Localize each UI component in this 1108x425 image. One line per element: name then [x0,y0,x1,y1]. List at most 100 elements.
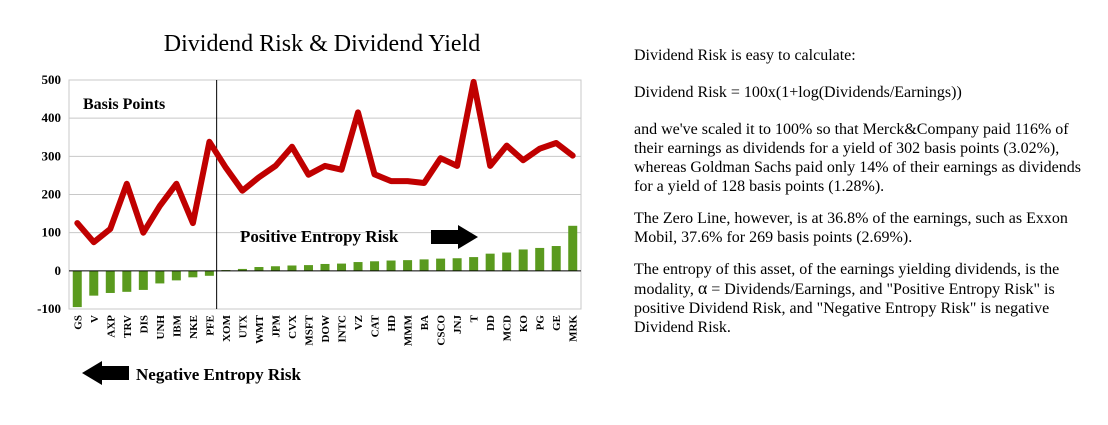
bar-axp [105,270,115,293]
bar-pg [535,247,545,271]
y-tick-label: 400 [42,110,62,125]
bar-utx [237,268,247,271]
x-tick-label: INTC [337,315,349,343]
right-arrow-icon [431,225,478,249]
x-tick-label: CAT [370,314,382,337]
yield-point-t [471,79,476,84]
chart-title: Dividend Risk & Dividend Yield [164,31,480,57]
x-tick-label: MMM [403,314,415,346]
alpha-symbol: α [697,278,708,298]
yield-point-dd [488,163,493,168]
yield-point-intc [339,167,344,172]
yield-point-ibm [174,181,179,186]
y-tick-label: 100 [42,225,62,240]
bar-cvx [287,265,297,271]
explanation-formula: Dividend Risk = 100x(1+log(Dividends/Ear… [634,84,962,101]
x-tick-label: DOW [320,315,332,343]
yield-line-series [74,78,576,246]
negative-entropy-label: Negative Entropy Risk [136,365,302,384]
bar-hd [386,260,396,271]
yield-point-csco [438,156,443,161]
bar-unh [155,270,165,284]
bar-t [469,257,479,271]
axis-layer [69,80,581,309]
label-layer: -100 0 100 200 300 400 500 GS V AXP TRV DIS UNH IBM NK… [37,72,580,346]
yield-point-gs [75,221,80,226]
x-tick-label: PFE [204,315,216,336]
yield-point-cat [372,172,377,177]
yield-point-msft [306,172,311,177]
yield-point-ge [554,140,559,145]
bar-intc [337,263,347,271]
bar-mrk [568,225,578,271]
yield-point-cvx [289,144,294,149]
x-tick-label: DD [485,315,497,331]
bar-jnj [452,258,462,271]
x-tick-label: DIS [138,315,150,333]
y-tick-label: -100 [37,301,61,316]
yield-point-xom [223,165,228,170]
x-tick-label: UNH [155,315,167,340]
y-tick-label: 300 [42,148,62,163]
yield-point-utx [240,188,245,193]
x-tick-label: VZ [353,315,365,330]
yield-point-dow [323,163,327,168]
x-tick-label: IBM [171,314,183,337]
bar-dd [485,253,495,271]
dividend-chart: Dividend Risk & Dividend Yield -100 0 100 2… [37,31,582,385]
bar-ko [518,249,528,271]
yield-point-pfe [207,139,212,144]
bar-jpm [270,266,280,271]
positive-entropy-label: Positive Entropy Risk [240,227,399,246]
bar-v [89,270,99,296]
bar-dow [320,263,330,271]
explanation-entropy: The entropy of this asset, of the earnin… [634,260,1094,337]
y-tick-label: 200 [42,187,62,202]
bar-ba [419,259,429,271]
explanation-entropy-a: The entropy of this asset, of the earnin… [634,261,1060,298]
bar-msft [303,265,313,271]
bar-mcd [502,252,512,271]
bar-ge [551,246,561,271]
bar-mmm [403,260,413,271]
x-tick-label: NKE [188,315,200,339]
x-tick-label: CVX [287,315,299,339]
yield-point-jpm [273,163,278,168]
yield-point-vz [356,110,361,115]
left-arrow-icon [82,361,129,385]
x-tick-label: MCD [502,315,514,341]
x-tick-label: JNJ [452,315,464,334]
x-tick-label: CSCO [436,315,448,346]
x-tick-label: MRK [568,315,580,342]
x-tick-label: BA [419,315,431,330]
x-tick-label: UTX [237,315,249,338]
yield-point-wmt [256,175,261,180]
bar-ibm [171,270,181,281]
x-tick-label: V [89,315,101,323]
y-tick-label: 0 [55,263,62,278]
bar-vz [353,262,363,271]
yield-point-ko [521,158,526,163]
x-tick-label: AXP [105,315,117,338]
yield-point-v [91,240,96,245]
yield-point-nke [190,221,195,226]
yield-point-trv [124,181,129,186]
bar-cat [370,261,380,271]
yield-point-unh [157,203,162,208]
basis-points-label: Basis Points [83,96,165,113]
yield-point-hd [389,179,394,184]
bar-nke [188,270,198,278]
explanation-panel: Dividend Risk is easy to calculate: Divi… [634,46,1094,350]
bar-csco [436,258,446,271]
grid-layer [68,79,582,310]
yield-point-pg [537,146,542,151]
bar-gs [72,270,82,308]
bar-series [72,225,578,308]
explanation-entropy-b: = Dividends/Earnings, and "Positive Entr… [634,281,1055,336]
yield-point-mmm [405,179,410,184]
yield-point-mrk [570,153,575,158]
bar-dis [138,270,148,290]
bar-wmt [254,267,264,271]
x-tick-label: GS [72,315,84,330]
x-tick-label: WMT [254,314,266,343]
